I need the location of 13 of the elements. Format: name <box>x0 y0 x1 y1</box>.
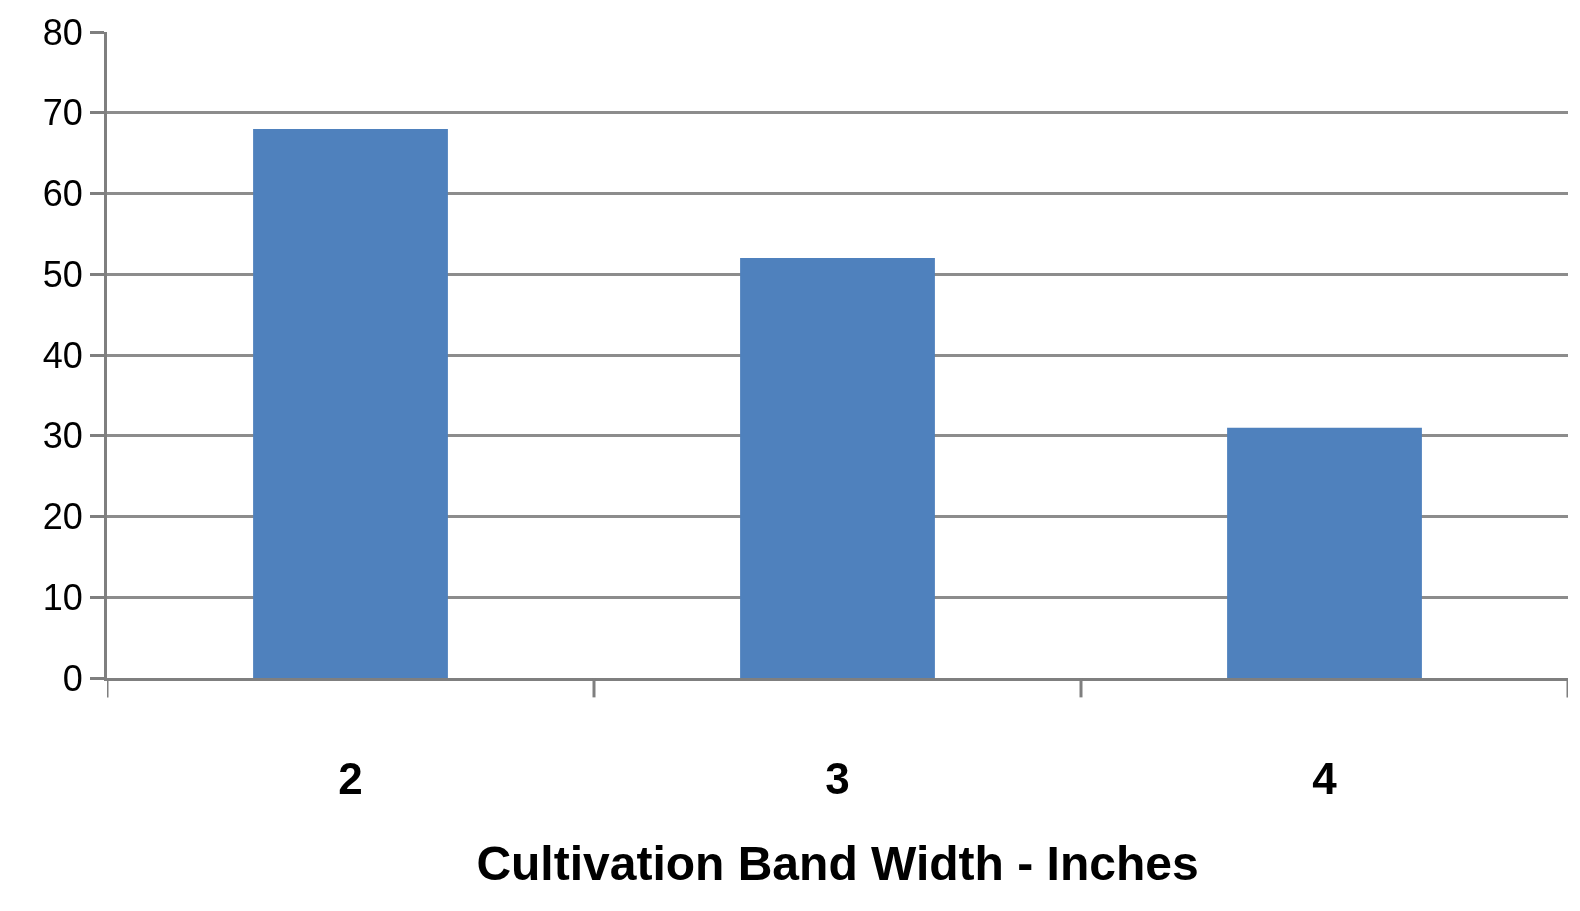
y-tick-label: 60 <box>42 173 83 215</box>
y-tick-label: 70 <box>42 92 83 134</box>
y-tick-label: 0 <box>62 657 83 699</box>
x-tick-label: 3 <box>825 753 850 803</box>
x-tick-label: 2 <box>338 753 363 803</box>
y-tick-label: 20 <box>42 496 83 538</box>
x-tick-label: 4 <box>1312 753 1338 803</box>
y-tick-label: 50 <box>42 253 83 295</box>
y-tick-label: 40 <box>42 334 83 376</box>
y-tick-label: 10 <box>42 576 83 618</box>
y-tick-label: 30 <box>42 415 83 457</box>
x-axis-title: Cultivation Band Width - Inches <box>476 836 1199 890</box>
y-tick-label: 80 <box>42 11 83 53</box>
